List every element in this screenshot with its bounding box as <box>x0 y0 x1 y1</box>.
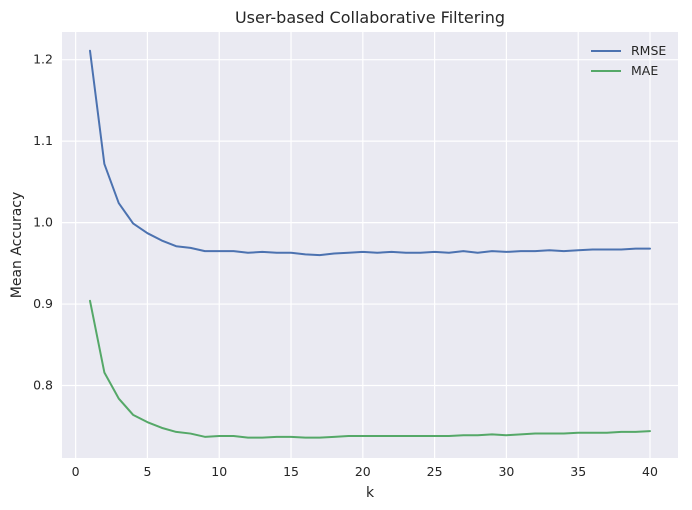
grid <box>62 32 678 458</box>
x-tick-label: 40 <box>642 464 658 479</box>
rmse-series-line <box>89 49 651 257</box>
x-tick-label: 5 <box>143 464 151 479</box>
chart-title: User-based Collaborative Filtering <box>235 8 505 27</box>
y-tick-label: 1.2 <box>33 52 53 67</box>
rmse-legend-label: RMSE <box>631 43 666 58</box>
x-tick-label: 0 <box>72 464 80 479</box>
x-tick-label: 10 <box>211 464 227 479</box>
plot-background <box>62 32 678 458</box>
y-tick-label: 0.9 <box>33 296 53 311</box>
x-axis-label: k <box>366 485 375 501</box>
mae-series-line <box>89 299 651 439</box>
series-group <box>89 49 651 439</box>
mae-legend-label: MAE <box>631 63 658 78</box>
tick-labels: 0 5 10 15 20 25 30 35 40 0.8 0.9 1.0 1.1 1.2 <box>33 52 658 479</box>
x-tick-label: 20 <box>355 464 371 479</box>
x-tick-label: 25 <box>427 464 443 479</box>
y-tick-label: 1.0 <box>33 215 53 230</box>
x-tick-label: 30 <box>498 464 514 479</box>
legend: RMSE MAE <box>591 43 666 78</box>
y-tick-label: 1.1 <box>33 133 53 148</box>
y-tick-label: 0.8 <box>33 378 53 393</box>
x-tick-label: 15 <box>283 464 299 479</box>
y-axis-label: Mean Accuracy <box>9 192 25 299</box>
x-tick-label: 35 <box>570 464 586 479</box>
